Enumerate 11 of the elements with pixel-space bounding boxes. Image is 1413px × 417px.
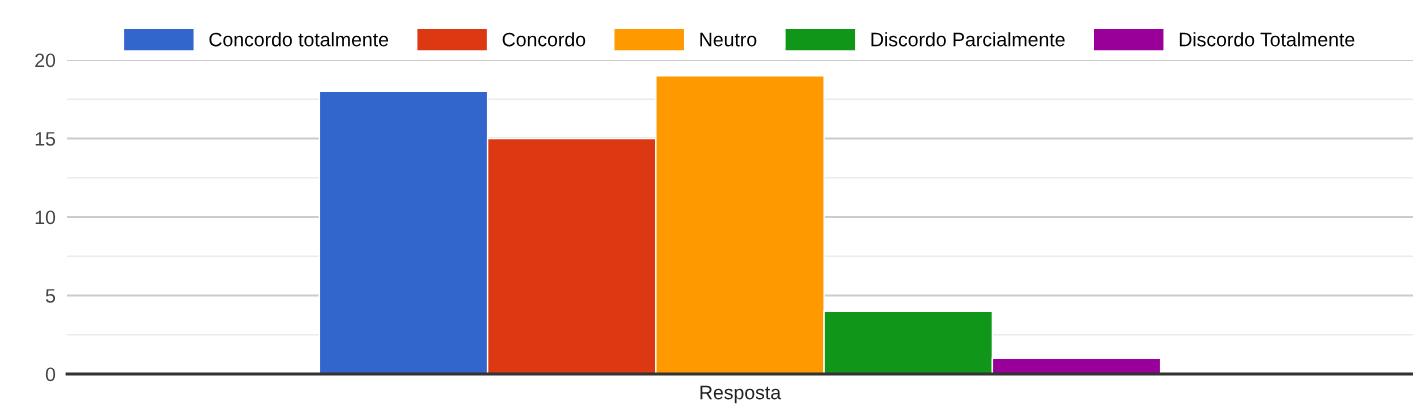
y-tick-label: 10 <box>35 210 56 225</box>
legend-label: Concordo totalmente <box>209 32 389 47</box>
x-tick-label: Resposta <box>700 385 782 404</box>
legend-label: Concordo <box>502 32 586 47</box>
legend-label: Discordo Parcialmente <box>871 32 1065 47</box>
y-tick-label: 20 <box>35 53 56 68</box>
y-tick-label: 5 <box>45 289 56 303</box>
legend-label: Neutro <box>700 32 757 47</box>
y-tick-label: 0 <box>45 367 56 382</box>
y-tick-label: 15 <box>35 132 56 146</box>
legend-label: Discordo Totalmente <box>1179 32 1355 47</box>
